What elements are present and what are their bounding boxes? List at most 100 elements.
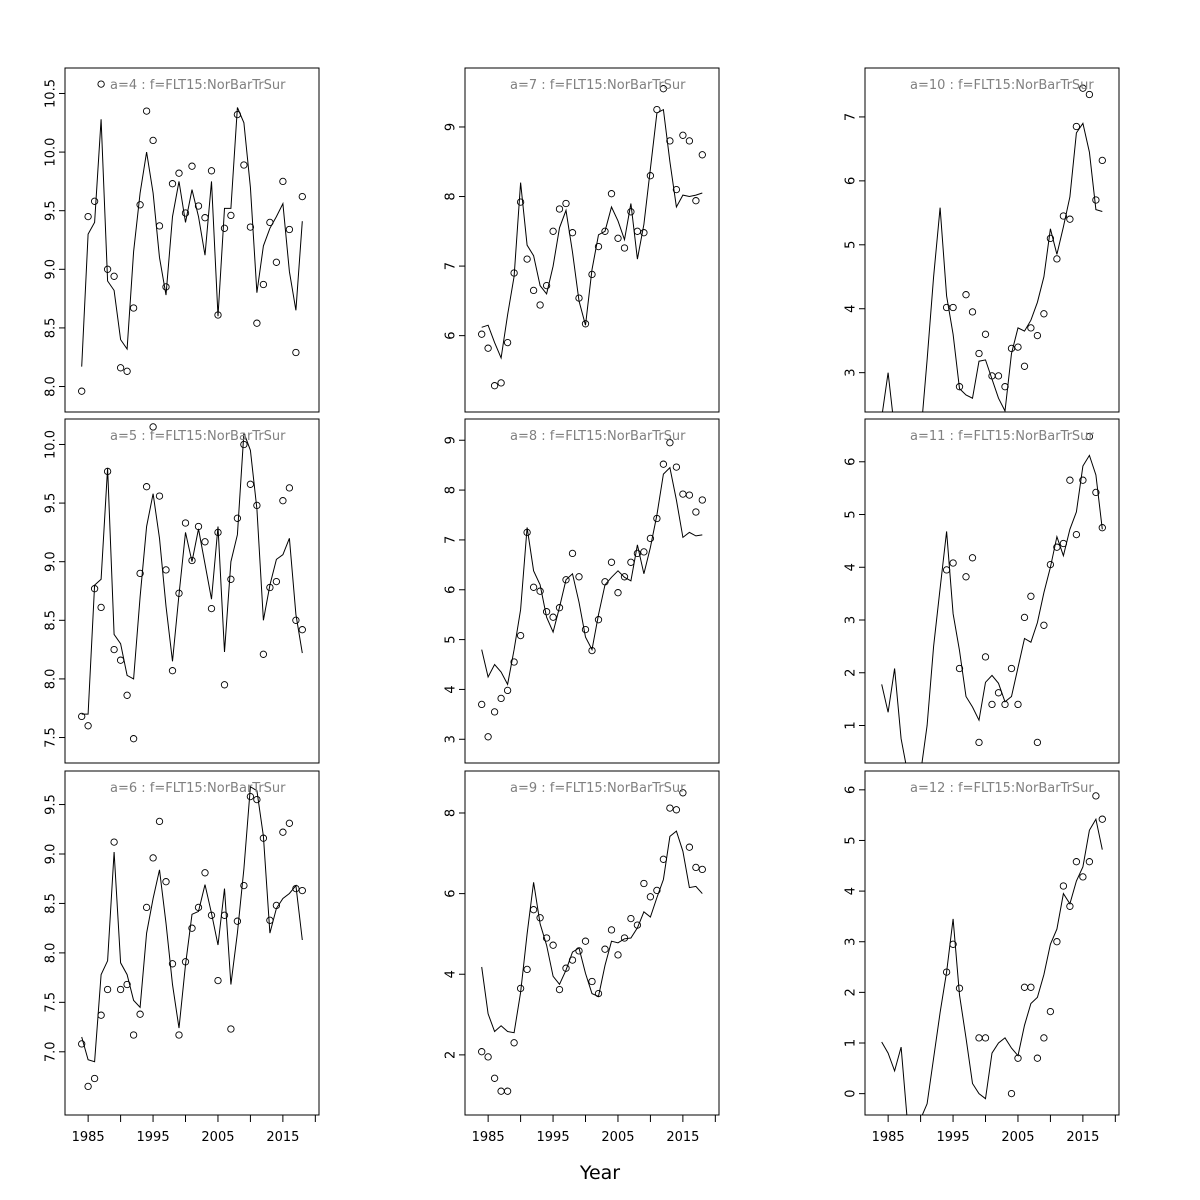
y-tick-label: 8.5 xyxy=(44,610,59,631)
y-tick-label: 8.0 xyxy=(44,669,59,690)
y-tick-label: 9.0 xyxy=(44,551,59,572)
observed-point xyxy=(129,304,138,312)
y-tick-label: 9 xyxy=(444,436,459,444)
plot-frame xyxy=(864,67,1120,413)
observed-point xyxy=(1033,1054,1042,1062)
observed-point xyxy=(1059,882,1068,890)
observed-point xyxy=(653,514,661,523)
observed-point xyxy=(1079,84,1087,92)
observed-point xyxy=(1014,343,1022,351)
observed-point xyxy=(162,878,170,886)
observed-point xyxy=(490,1074,499,1082)
panel-title: a=5 : f=FLT15:NorBarTrSur xyxy=(110,429,286,444)
observed-point xyxy=(227,211,235,220)
x-tick-label: 1985 xyxy=(72,1130,105,1145)
observed-point xyxy=(588,977,596,986)
observed-point xyxy=(529,906,538,914)
y-tick-label: 4 xyxy=(444,970,459,978)
y-tick-label: 0 xyxy=(844,1090,859,1098)
observed-point xyxy=(253,319,261,327)
observed-point xyxy=(1053,255,1061,263)
observed-point xyxy=(666,804,674,812)
observed-point xyxy=(129,735,138,743)
observed-point xyxy=(640,229,648,237)
observed-point xyxy=(949,303,957,312)
observed-point xyxy=(110,838,118,846)
observed-point xyxy=(510,1039,518,1047)
panel-6: a=9 : f=FLT15:NorBarTrSur 2 4 6 8 1985 1995 200… xyxy=(444,770,720,1145)
observed-point xyxy=(981,330,990,338)
observed-point xyxy=(136,1010,144,1018)
panel-5: a=8 : f=FLT15:NorBarTrSur 3 4 5 6 7 8 9 xyxy=(444,418,720,764)
observed-point xyxy=(549,613,557,621)
y-tick-label: 2 xyxy=(844,988,859,996)
observed-point xyxy=(627,558,635,566)
y-tick-label: 4 xyxy=(444,685,459,693)
plot-frame xyxy=(864,418,1120,764)
observed-point xyxy=(1098,156,1106,165)
y-tick-label: 10.0 xyxy=(44,138,59,167)
observed-point xyxy=(1014,700,1022,709)
observed-point xyxy=(194,202,203,210)
observed-point xyxy=(129,1031,138,1039)
observed-point xyxy=(1020,983,1029,991)
observed-point xyxy=(1040,1034,1048,1042)
observed-point xyxy=(523,965,531,974)
y-tick-label: 7 xyxy=(444,262,459,270)
x-tick-label: 1985 xyxy=(872,1130,905,1145)
y-tick-label: 7.5 xyxy=(44,727,59,748)
observed-point xyxy=(78,1040,86,1048)
fitted-line xyxy=(881,454,1103,763)
observed-point xyxy=(253,795,261,804)
observed-point xyxy=(640,879,648,888)
observed-point xyxy=(955,664,964,673)
observed-point xyxy=(259,834,268,842)
observed-point xyxy=(601,578,609,586)
observed-point xyxy=(188,162,196,170)
observed-point xyxy=(568,229,577,237)
observed-point xyxy=(1001,700,1009,709)
observed-point xyxy=(955,984,964,992)
observed-point xyxy=(1092,488,1100,497)
observed-point xyxy=(142,483,151,491)
observed-point xyxy=(575,573,583,581)
observed-point xyxy=(84,722,92,730)
panel-title: a=6 : f=FLT15:NorBarTrSur xyxy=(110,781,286,796)
y-tick-label: 8.0 xyxy=(44,943,59,964)
observed-point xyxy=(478,1048,486,1056)
observed-point xyxy=(298,192,306,201)
observed-point xyxy=(653,886,661,895)
observed-point xyxy=(1007,344,1016,353)
observed-point xyxy=(253,501,261,510)
observed-point xyxy=(149,423,157,431)
observed-point xyxy=(659,460,668,468)
y-tick-label: 8 xyxy=(444,809,459,817)
observed-point xyxy=(233,917,242,925)
observed-point xyxy=(285,484,294,492)
observed-point xyxy=(646,534,655,543)
observed-point xyxy=(568,956,577,964)
panel-title: a=10 : f=FLT15:NorBarTrSur xyxy=(910,78,1094,93)
panel-title: a=8 : f=FLT15:NorBarTrSur xyxy=(510,429,686,444)
observed-point xyxy=(523,528,531,537)
observed-point xyxy=(233,514,242,522)
observed-point xyxy=(510,269,518,277)
observed-point xyxy=(1098,815,1106,823)
observed-point xyxy=(90,197,99,205)
observed-point xyxy=(523,255,531,263)
observed-point xyxy=(981,653,990,661)
y-tick-label: 10.0 xyxy=(44,430,59,459)
observed-point xyxy=(272,577,281,586)
observed-point xyxy=(1020,362,1029,370)
observed-point xyxy=(266,218,274,227)
observed-point xyxy=(142,107,151,115)
observed-point xyxy=(123,691,131,699)
observed-point xyxy=(292,616,300,624)
observed-point xyxy=(607,926,616,934)
observed-point xyxy=(497,1087,505,1095)
observed-point xyxy=(685,491,694,499)
observed-point xyxy=(692,863,700,872)
x-tick-label: 1995 xyxy=(937,1130,970,1145)
x-axis: 1985 1995 2005 2015 xyxy=(472,1114,716,1145)
observed-point xyxy=(949,940,957,948)
